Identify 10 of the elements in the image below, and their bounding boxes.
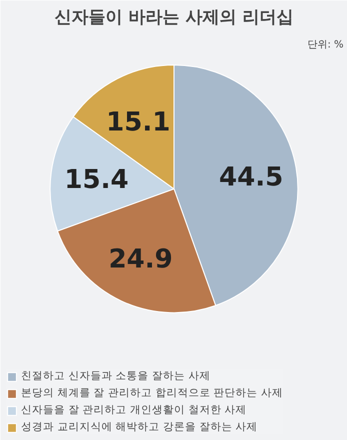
data-label: 24.9 — [108, 244, 173, 274]
data-label: 15.1 — [106, 108, 170, 138]
chart-title: 신자들이 바라는 사제의 리더십 — [54, 8, 294, 28]
legend-label: 본당의 체계를 잘 관리하고 합리적으로 판단하는 사제 — [21, 386, 284, 400]
legend-label: 성경과 교리지식에 해박하고 강론을 잘하는 사제 — [21, 420, 258, 434]
data-label: 15.4 — [64, 164, 129, 195]
legend-label: 친절하고 신자들과 소통을 잘하는 사제 — [21, 369, 210, 383]
text: 단위: % — [307, 40, 344, 50]
legend-label: 신자들을 잘 관리하고 개인생활이 철저한 사제 — [21, 403, 247, 417]
data-label: 44.5 — [219, 162, 284, 192]
